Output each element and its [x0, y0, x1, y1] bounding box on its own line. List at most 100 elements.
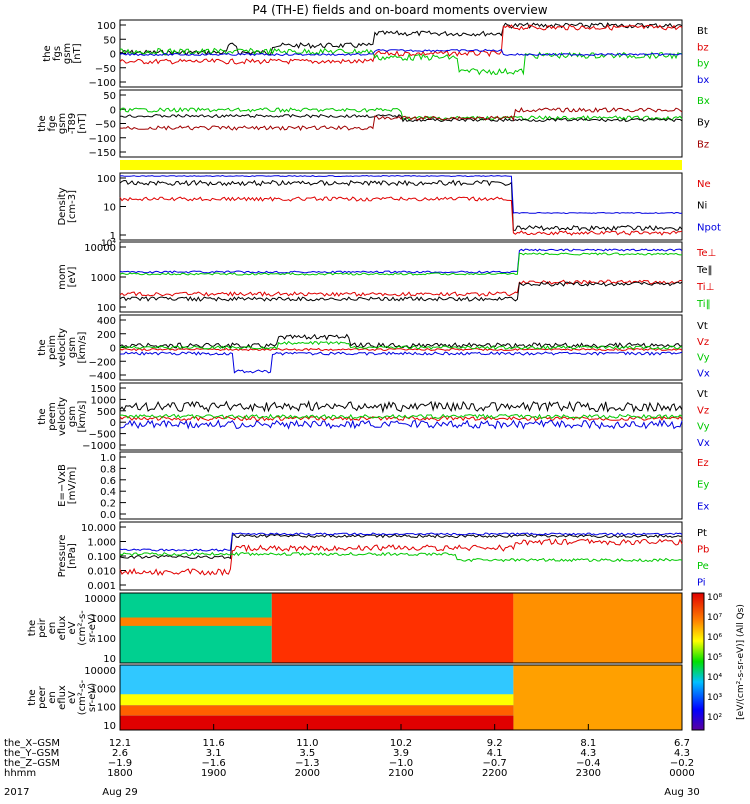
y-tick-label: 10000 [84, 243, 116, 254]
y-tick-label: 1000 [91, 614, 116, 625]
legend-vx: Vx [697, 368, 710, 379]
series-Te-par [119, 281, 683, 302]
x-row-label: the_Y–GSM [4, 748, 59, 759]
legend-pi: Pi [697, 578, 706, 589]
spectrogram-region [513, 665, 682, 730]
y-tick-label: 0.010 [87, 567, 116, 578]
y-axis-label: gsm [67, 406, 78, 427]
spectrogram-band [120, 715, 514, 730]
y-axis-label: the [37, 339, 48, 355]
y-axis-label: velocity [57, 397, 68, 436]
y-tick-label: −400 [89, 371, 116, 382]
legend-ne: Ne [697, 179, 711, 190]
y-tick-label: 100 [97, 634, 116, 645]
panel-fgs: 100 50 0 −50 −100 the fgs gsm [nT] Bt bz by bx [42, 19, 709, 89]
y-tick-label: −50 [95, 64, 116, 75]
panel-frame [119, 89, 683, 158]
series-by [119, 47, 683, 76]
y-tick-label: 0 [110, 105, 116, 116]
series-fge-Bx [119, 107, 683, 122]
y-tick-label: 100 [97, 303, 116, 314]
x-tick-value: 6.7 [674, 738, 690, 749]
y-tick-label: 0.001 [87, 581, 116, 592]
x-tick-value: 10.2 [390, 738, 412, 749]
colorbar-tick: 10² [707, 713, 722, 723]
panel-flags [120, 160, 682, 170]
legend-te: Te⊥ [696, 248, 716, 259]
y-axis-label: peir [37, 617, 48, 637]
series-Ne [119, 196, 683, 236]
legend-pe: Pe [697, 561, 709, 572]
legend-vy: Vy [697, 422, 710, 433]
y-axis-label: gsm [67, 337, 78, 358]
y-tick-label: 1.0 [100, 453, 116, 464]
x-tick-value: −1.6 [202, 758, 226, 769]
spectrogram-region [271, 593, 514, 663]
y-axis-label: fge [47, 115, 58, 131]
legend-npot: Npot [697, 222, 721, 233]
legend-by: by [697, 59, 709, 70]
panel-peim_vel: 400 200 0 −200 −400 the peim velocity gsm [km/s] V… [37, 314, 710, 382]
panel-frame [119, 592, 683, 664]
x-tick-value: 11.6 [203, 738, 225, 749]
x-tick-value: 3.1 [206, 748, 222, 759]
colorbar [691, 592, 705, 731]
y-axis-label: the [27, 689, 38, 705]
series-fge-By [119, 113, 683, 123]
y-axis-label: [km/s] [77, 400, 88, 432]
y-axis-label: the [37, 115, 48, 131]
colorbar-tick: 10⁴ [707, 673, 722, 683]
x-tick-value: −0.4 [576, 758, 600, 769]
legend-ey: Ey [697, 480, 709, 491]
x-date-end: Aug 30 [664, 787, 699, 798]
x-tick-value: 3.9 [393, 748, 409, 759]
y-tick-label: 1000 [91, 684, 116, 695]
y-axis-label: en [47, 691, 58, 704]
y-tick-label: −200 [89, 357, 116, 368]
x-tick-value: 2000 [295, 768, 320, 779]
panel-frame [119, 451, 683, 520]
y-axis-label: the [27, 620, 38, 636]
series-peem-Vy [119, 413, 683, 420]
legend-vx: Vx [697, 438, 710, 449]
y-tick-label: 0 [110, 418, 116, 429]
y-axis-label: [nPa] [67, 543, 78, 569]
y-tick-label: 1000 [91, 395, 116, 406]
y-tick-label: 0 [110, 50, 116, 61]
panel-pressure: 10.000 1.000 0.100 0.010 0.001 Pressure [nPa] P… [57, 521, 709, 592]
colorbar-tick: 10⁷ [707, 613, 722, 623]
page-title: P4 (TH-E) fields and on-board moments ov… [252, 3, 547, 17]
series-bx [119, 48, 683, 57]
series-peem-Vx [120, 419, 683, 430]
series-Pi [119, 532, 683, 552]
y-tick-label: 100 [97, 21, 116, 32]
x-tick-value: 4.3 [674, 748, 690, 759]
x-row-label: the_X–GSM [4, 738, 60, 749]
x-tick-value: 2300 [576, 768, 601, 779]
y-tick-label: 10 [103, 203, 116, 214]
x-tick-value: 2200 [482, 768, 507, 779]
y-axis-label: gsm [57, 113, 68, 134]
series-Pe [119, 551, 683, 563]
y-axis-label: mom [57, 264, 68, 290]
y-tick-label: −100 [89, 134, 116, 145]
y-axis-label: [km/s] [77, 331, 88, 363]
x-tick-value: −1.9 [108, 758, 132, 769]
x-tick-value: 0000 [669, 768, 694, 779]
legend-vz: Vz [697, 337, 709, 348]
x-tick-value: −0.2 [670, 758, 694, 769]
x-tick-value: 4.1 [487, 748, 503, 759]
panel-peir_spec: 10000 1000 100 10 the peir en eflux eV (cm²-s-sr-… [27, 592, 683, 665]
series-Pt [119, 533, 683, 560]
y-tick-label: 10 [103, 654, 116, 665]
y-axis-label: [eV] [67, 267, 78, 288]
panel-mom_temp: 10000 1000 100 mom [eV] Te⊥ Te‖ Ti⊥ Ti‖ 10⁴ [57, 239, 716, 314]
legend-ez: Ez [697, 458, 709, 469]
x-tick-value: 2.6 [112, 748, 128, 759]
y-axis-label: peer [37, 685, 48, 709]
y-axis-label: (cm²-s- [77, 610, 88, 646]
